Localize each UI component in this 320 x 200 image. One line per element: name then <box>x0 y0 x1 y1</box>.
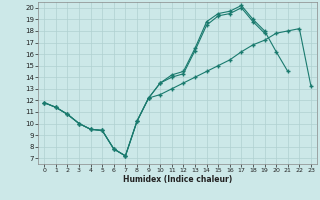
X-axis label: Humidex (Indice chaleur): Humidex (Indice chaleur) <box>123 175 232 184</box>
